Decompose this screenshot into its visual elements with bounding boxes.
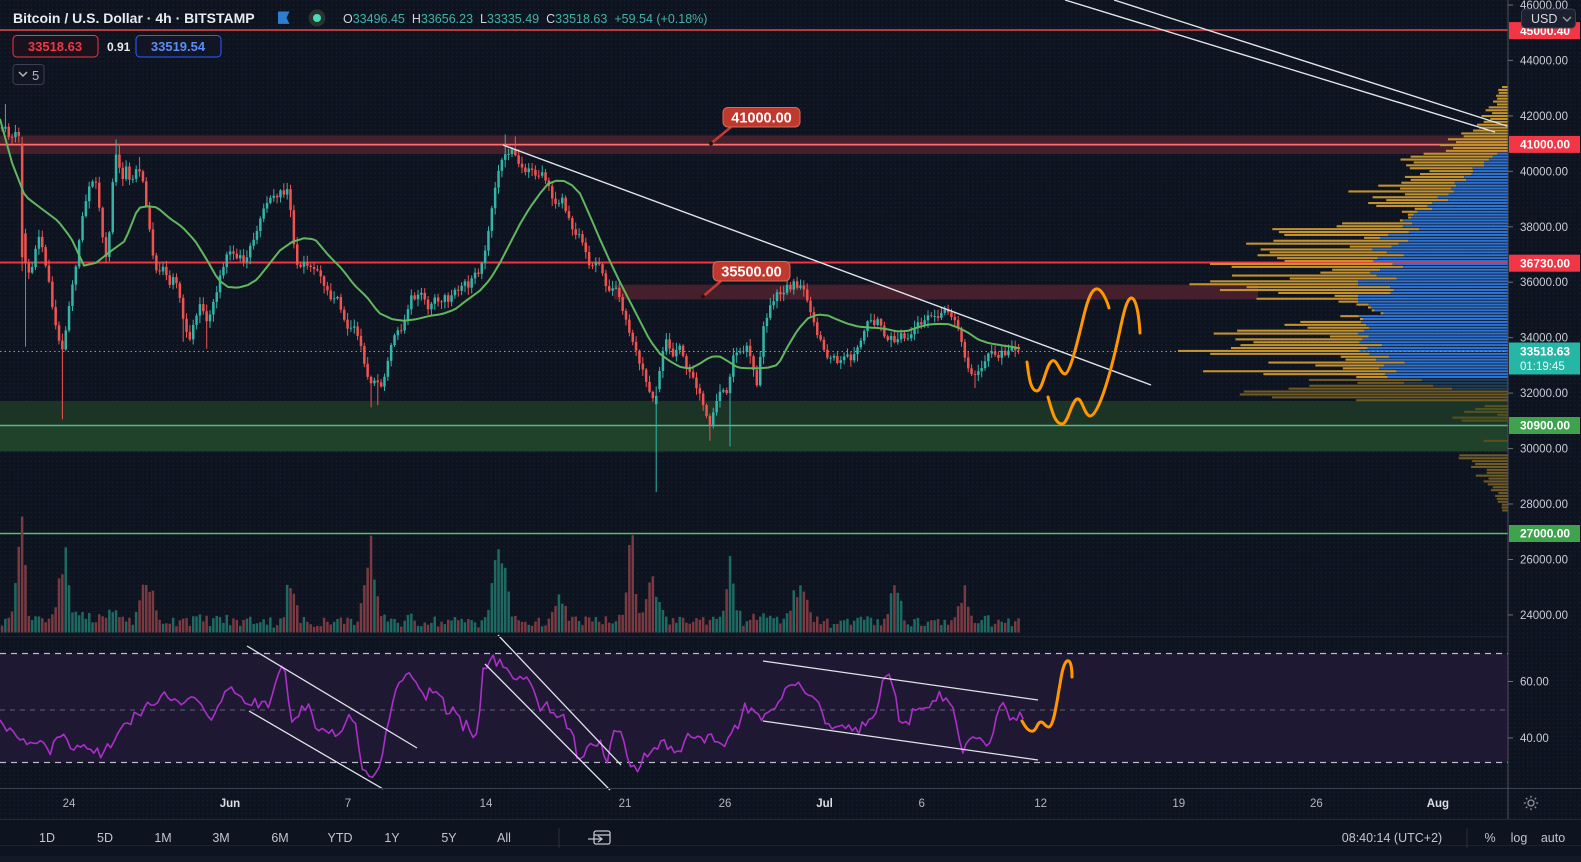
svg-text:35500.00: 35500.00 — [721, 264, 781, 280]
svg-text:33518.63: 33518.63 — [28, 39, 82, 54]
svg-text:1D: 1D — [39, 831, 55, 845]
svg-text:36000.00: 36000.00 — [1520, 277, 1568, 289]
svg-text:24: 24 — [63, 798, 76, 810]
svg-text:40.00: 40.00 — [1520, 733, 1549, 745]
svg-text:14: 14 — [480, 798, 493, 810]
svg-text:%: % — [1484, 831, 1495, 845]
svg-text:01:19:45: 01:19:45 — [1520, 361, 1565, 373]
svg-text:27000.00: 27000.00 — [1520, 527, 1570, 541]
svg-text:21: 21 — [619, 798, 632, 810]
svg-text:log: log — [1511, 831, 1528, 845]
svg-text:7: 7 — [345, 798, 351, 810]
svg-text:33519.54: 33519.54 — [151, 39, 206, 54]
svg-text:YTD: YTD — [328, 831, 353, 845]
svg-text:28000.00: 28000.00 — [1520, 499, 1568, 511]
svg-text:19: 19 — [1172, 798, 1185, 810]
svg-text:1M: 1M — [154, 831, 171, 845]
svg-text:24000.00: 24000.00 — [1520, 610, 1568, 622]
svg-text:Aug: Aug — [1427, 798, 1449, 810]
svg-text:5Y: 5Y — [441, 831, 457, 845]
svg-text:All: All — [497, 831, 511, 845]
svg-text:30900.00: 30900.00 — [1520, 419, 1570, 433]
svg-text:41000.00: 41000.00 — [1520, 138, 1570, 152]
svg-text:6M: 6M — [271, 831, 288, 845]
svg-text:30000.00: 30000.00 — [1520, 444, 1568, 456]
svg-text:Bitcoin / U.S. Dollar · 4h · B: Bitcoin / U.S. Dollar · 4h · BITSTAMP — [13, 10, 255, 26]
svg-text:USD: USD — [1531, 12, 1557, 26]
svg-text:12: 12 — [1034, 798, 1047, 810]
svg-text:26: 26 — [1310, 798, 1323, 810]
svg-text:41000.00: 41000.00 — [731, 110, 791, 126]
svg-text:60.00: 60.00 — [1520, 677, 1549, 689]
svg-text:44000.00: 44000.00 — [1520, 55, 1568, 67]
svg-text:Jun: Jun — [220, 798, 240, 810]
svg-text:40000.00: 40000.00 — [1520, 166, 1568, 178]
svg-text:0.91: 0.91 — [107, 40, 131, 54]
svg-text:33518.63: 33518.63 — [1520, 345, 1570, 359]
svg-text:5: 5 — [32, 68, 39, 83]
svg-text:34000.00: 34000.00 — [1520, 333, 1568, 345]
svg-text:1Y: 1Y — [384, 831, 400, 845]
svg-text:08:40:14 (UTC+2): 08:40:14 (UTC+2) — [1342, 831, 1442, 845]
svg-text:auto: auto — [1541, 831, 1565, 845]
svg-text:3M: 3M — [212, 831, 229, 845]
svg-text:38000.00: 38000.00 — [1520, 222, 1568, 234]
svg-text:5D: 5D — [97, 831, 113, 845]
svg-text:26000.00: 26000.00 — [1520, 555, 1568, 567]
svg-text:32000.00: 32000.00 — [1520, 388, 1568, 400]
svg-text:36730.00: 36730.00 — [1520, 256, 1570, 270]
svg-text:6: 6 — [918, 798, 924, 810]
svg-text:26: 26 — [719, 798, 732, 810]
svg-text:42000.00: 42000.00 — [1520, 111, 1568, 123]
svg-text:Jul: Jul — [816, 798, 833, 810]
